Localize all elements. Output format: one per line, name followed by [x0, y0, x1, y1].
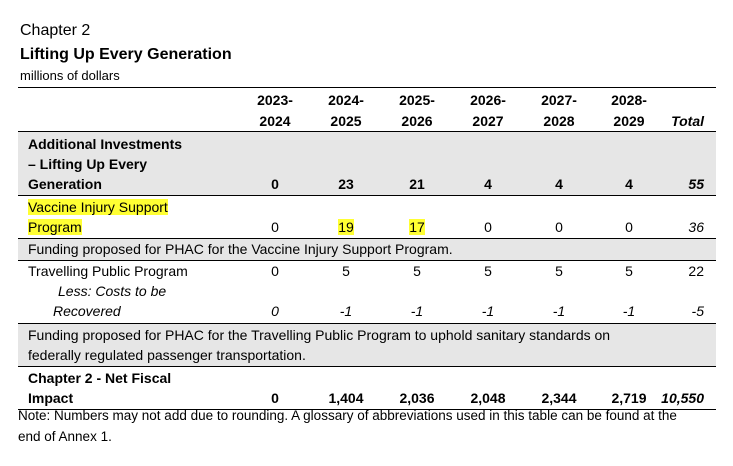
cell-total: 36: [688, 219, 704, 235]
row-vaccine-injury-support: Vaccine Injury Support Program 0 19 17 0…: [18, 196, 716, 239]
cell-value: 0: [484, 219, 492, 235]
cell-value: 2,719: [611, 390, 647, 406]
cell-value: 1,404: [328, 390, 364, 406]
cell-value: 4: [625, 176, 633, 192]
cell-value: 2,344: [541, 390, 577, 406]
cell-total: 10,550: [661, 390, 704, 406]
cell-value: -1: [481, 303, 495, 319]
col-header-total: Total: [671, 113, 704, 129]
cell-value: 5: [625, 263, 633, 279]
row-net-fiscal-impact: Chapter 2 - Net Fiscal Impact 0 1,404 2,…: [18, 367, 716, 410]
cell-value: 0: [271, 263, 279, 279]
row-label: Vaccine Injury Support Program: [28, 199, 168, 235]
cell-value: 0: [271, 219, 279, 235]
cell-value: 2,036: [399, 390, 435, 406]
row-travelling-public-program: Travelling Public Program 0 5 5 5 5 5 22…: [18, 261, 716, 324]
cell-value: 0: [625, 219, 633, 235]
cell-total: -5: [691, 303, 704, 319]
cell-value: 5: [484, 263, 492, 279]
chapter-label: Chapter 2: [20, 22, 91, 39]
sub-row-label-costs: Less: Costs to be Recovered: [53, 283, 167, 319]
cell-value: 4: [555, 176, 563, 192]
cell-total: 22: [688, 263, 704, 279]
cell-value: -1: [339, 303, 353, 319]
cell-value: 5: [413, 263, 421, 279]
col-header-2023-2024: 2023- 2024: [257, 92, 293, 129]
cell-total: 55: [688, 176, 704, 192]
table-title: Lifting Up Every Generation: [20, 46, 232, 63]
table-footnote: Note: Numbers may not add due to roundin…: [18, 408, 677, 444]
row-label: Additional Investments – Lifting Up Ever…: [28, 136, 183, 192]
row-note-text: Funding proposed for PHAC for the Vaccin…: [28, 241, 453, 257]
cell-value: 21: [409, 176, 425, 192]
row-note-text: Funding proposed for PHAC for the Travel…: [28, 327, 611, 363]
col-header-2026-2027: 2026- 2027: [470, 92, 506, 129]
cell-value: 5: [342, 263, 350, 279]
cell-value: 23: [338, 176, 354, 192]
row-travelling-note: Funding proposed for PHAC for the Travel…: [18, 324, 716, 367]
cell-value: 0: [271, 176, 279, 192]
units-label: millions of dollars: [20, 68, 120, 83]
col-header-2028-2029: 2028- 2029: [611, 92, 647, 129]
cell-value: 19: [338, 219, 354, 235]
cell-value: 0: [555, 219, 563, 235]
cell-value: 17: [409, 219, 425, 235]
fiscal-table: 2023- 2024 2024- 2025 2025- 2026 2026- 2027 …: [18, 88, 716, 410]
cell-value: 5: [555, 263, 563, 279]
cell-value: -1: [410, 303, 424, 319]
top-rule: [18, 87, 716, 88]
col-header-2025-2026: 2025- 2026: [399, 92, 435, 129]
row-label: Travelling Public Program: [28, 263, 188, 279]
table-header-row: 2023- 2024 2024- 2025 2025- 2026 2026- 2027 …: [18, 88, 716, 132]
row-label: Chapter 2 - Net Fiscal Impact: [28, 370, 172, 406]
cell-value: 0: [271, 303, 279, 319]
cell-value: -1: [622, 303, 636, 319]
cell-value: 0: [271, 390, 279, 406]
row-additional-investments: Additional Investments – Lifting Up Ever…: [18, 132, 716, 196]
col-header-2027-2028: 2027- 2028: [541, 92, 577, 129]
col-header-2024-2025: 2024- 2025: [328, 92, 364, 129]
cell-value: -1: [552, 303, 566, 319]
cell-value: 4: [484, 176, 492, 192]
cell-value: 2,048: [470, 390, 506, 406]
row-vaccine-note: Funding proposed for PHAC for the Vaccin…: [18, 239, 716, 261]
